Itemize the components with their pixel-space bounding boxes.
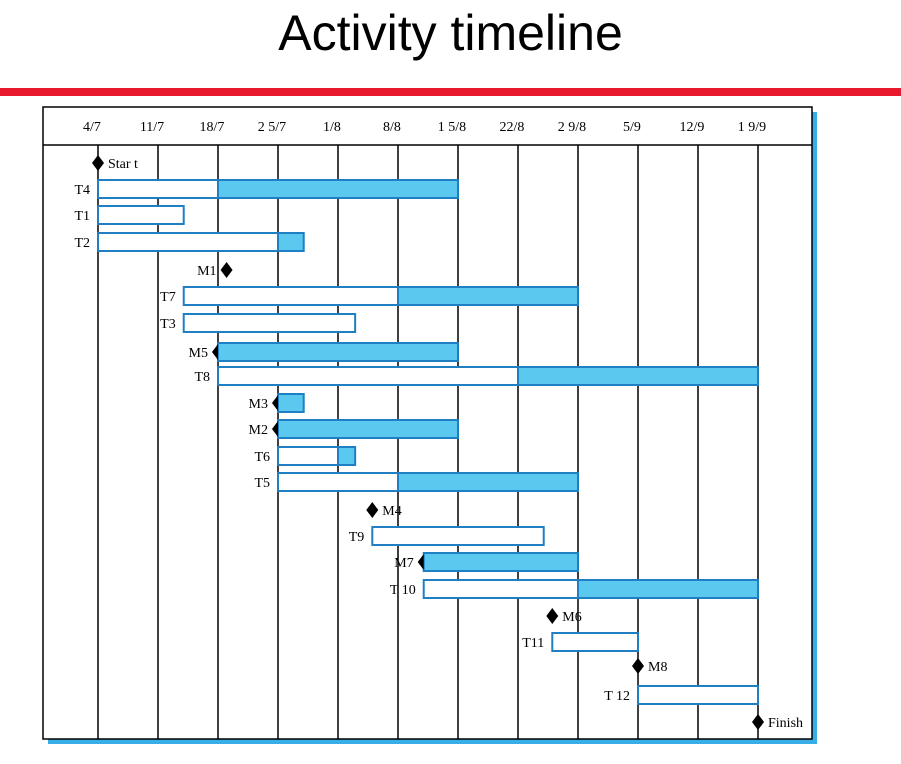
milestone-diamond — [366, 502, 379, 518]
task-bar — [97, 205, 185, 225]
date-label: 8/8 — [383, 120, 401, 135]
task-bar — [277, 446, 339, 466]
activity-label: T3 — [160, 317, 176, 332]
slack-bar — [517, 366, 759, 386]
milestone-diamond — [752, 714, 764, 730]
milestone-diamond — [220, 262, 233, 278]
milestone-diamond — [417, 554, 424, 570]
activity-label: T4 — [74, 183, 90, 198]
milestone-diamond — [212, 344, 218, 360]
date-label: 12/9 — [680, 120, 705, 135]
task-bar — [637, 685, 759, 705]
date-label: 1/8 — [323, 120, 341, 135]
task-bar — [97, 232, 279, 252]
activity-label: T2 — [74, 236, 90, 251]
activity-label: M7 — [394, 556, 413, 571]
activity-label: T9 — [349, 530, 365, 545]
activity-label: M2 — [249, 423, 268, 438]
date-label: 1 9/9 — [738, 120, 766, 135]
slack-bar — [277, 393, 305, 413]
activity-label: T1 — [74, 209, 90, 224]
slack-bar — [397, 472, 579, 492]
date-label: 5/9 — [623, 120, 641, 135]
activity-label: T7 — [160, 290, 176, 305]
activity-label: T 10 — [390, 583, 416, 598]
milestone-diamond — [272, 395, 278, 411]
milestone-diamond — [632, 658, 644, 674]
task-bar — [97, 179, 219, 199]
activity-label: T6 — [254, 450, 270, 465]
slack-bar — [277, 232, 305, 252]
activity-label: M6 — [562, 610, 581, 625]
date-label: 22/8 — [500, 120, 525, 135]
milestone-diamond — [272, 421, 278, 437]
task-bar — [182, 313, 357, 333]
task-bar — [551, 632, 639, 652]
task-bar — [277, 472, 399, 492]
activity-label: T5 — [254, 476, 270, 491]
activity-label: T11 — [522, 636, 544, 651]
slack-bar — [217, 179, 459, 199]
activity-label: T8 — [194, 370, 210, 385]
milestone-diamond — [92, 155, 104, 171]
activity-label: M8 — [648, 660, 667, 675]
activity-label: M5 — [189, 346, 208, 361]
milestone-diamond — [546, 608, 559, 624]
slack-bar — [397, 286, 579, 306]
date-label: 2 5/7 — [258, 120, 286, 135]
activity-label: M4 — [382, 504, 401, 519]
slack-bar — [422, 552, 580, 572]
task-bar — [182, 286, 399, 306]
activity-label: M3 — [249, 397, 268, 412]
date-label: 11/7 — [140, 120, 164, 135]
task-bar — [371, 526, 545, 546]
title-underline — [0, 88, 901, 96]
activity-label: Finish — [768, 716, 803, 731]
activity-label: M1 — [197, 264, 216, 279]
date-label: 4/7 — [83, 120, 101, 135]
activity-label: T 12 — [604, 689, 630, 704]
slack-bar — [577, 579, 759, 599]
slack-bar — [337, 446, 357, 466]
page-title: Activity timeline — [278, 5, 623, 61]
date-label: 2 9/8 — [558, 120, 586, 135]
task-bar — [217, 366, 519, 386]
task-bar — [422, 579, 580, 599]
activity-label: Star t — [108, 157, 138, 172]
date-label: 1 5/8 — [438, 120, 466, 135]
slack-bar — [277, 419, 459, 439]
date-label: 18/7 — [200, 120, 225, 135]
slack-bar — [217, 342, 459, 362]
